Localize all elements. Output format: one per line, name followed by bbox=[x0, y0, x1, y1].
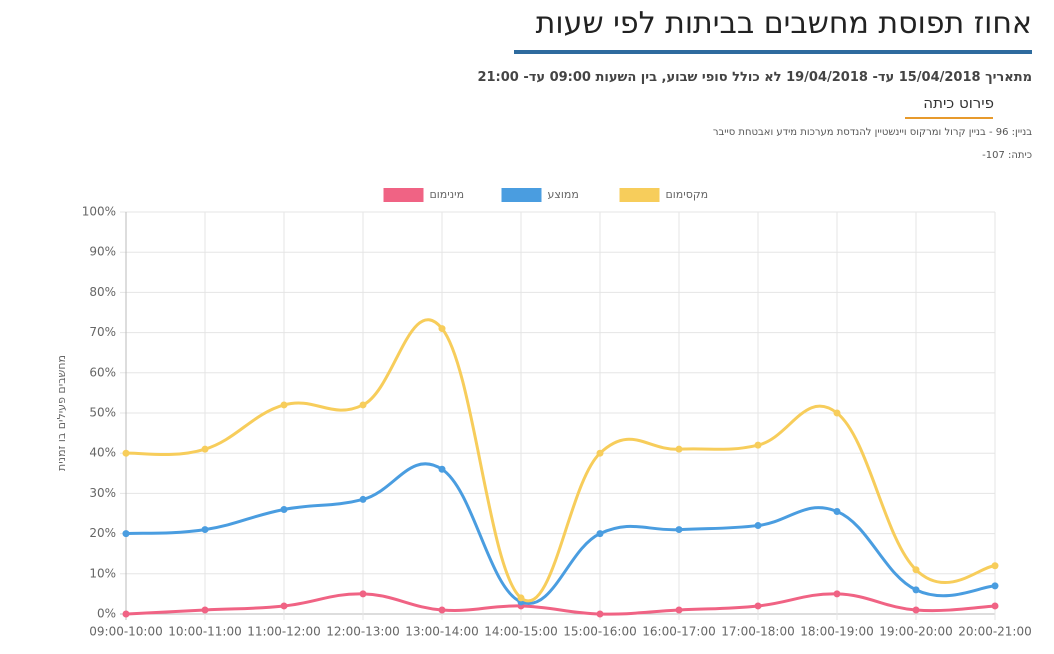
x-tick-label: 16:00-17:00 bbox=[642, 625, 716, 639]
data-point bbox=[991, 562, 999, 570]
data-point bbox=[675, 445, 683, 453]
data-point bbox=[122, 610, 130, 618]
x-tick-label: 10:00-11:00 bbox=[168, 625, 242, 639]
y-tick-label: 40% bbox=[89, 446, 116, 460]
section-title: פירוט כיתה bbox=[923, 94, 994, 112]
x-tick-label: 11:00-12:00 bbox=[247, 625, 321, 639]
x-tick-label: 19:00-20:00 bbox=[879, 625, 953, 639]
section-underline bbox=[905, 117, 993, 119]
series-line bbox=[125, 592, 996, 616]
data-point bbox=[754, 522, 762, 530]
data-point bbox=[991, 602, 999, 610]
classroom-info: כיתה: 107- bbox=[982, 150, 1032, 161]
y-tick-label: 20% bbox=[89, 526, 116, 540]
x-tick-label: 15:00-16:00 bbox=[563, 625, 637, 639]
y-tick-label: 80% bbox=[89, 285, 116, 299]
data-point bbox=[201, 526, 209, 534]
x-tick-label: 13:00-14:00 bbox=[405, 625, 479, 639]
data-point bbox=[596, 449, 604, 457]
data-point bbox=[833, 507, 841, 515]
data-point bbox=[912, 586, 920, 594]
legend-label: מקסימום bbox=[666, 188, 709, 201]
legend-swatch bbox=[619, 188, 660, 202]
y-tick-label: 50% bbox=[89, 406, 116, 420]
y-tick-label: 10% bbox=[89, 566, 116, 580]
x-tick-label: 18:00-19:00 bbox=[800, 625, 874, 639]
building-info: בניין: 96 - בניין קרול ומרקוס ויינשטיין … bbox=[712, 127, 1032, 138]
data-point bbox=[122, 530, 130, 538]
data-point bbox=[201, 606, 209, 614]
x-tick-label: 09:00-10:00 bbox=[89, 625, 163, 639]
y-tick-label: 0% bbox=[97, 607, 116, 621]
data-point bbox=[675, 526, 683, 534]
data-point bbox=[517, 594, 525, 602]
series-line bbox=[125, 318, 996, 603]
x-tick-label: 12:00-13:00 bbox=[326, 625, 400, 639]
data-point bbox=[833, 409, 841, 417]
data-point bbox=[359, 495, 367, 503]
x-tick-label: 20:00-21:00 bbox=[958, 625, 1032, 639]
data-point bbox=[912, 606, 920, 614]
y-tick-label: 70% bbox=[89, 325, 116, 339]
data-point bbox=[359, 401, 367, 409]
y-axis-label: מחשבים פעילים בו זמנית bbox=[55, 355, 68, 471]
data-point bbox=[280, 401, 288, 409]
data-point bbox=[122, 449, 130, 457]
data-point bbox=[991, 582, 999, 590]
date-range: מתאריך 15/04/2018 עד- 19/04/2018 לא כולל… bbox=[477, 70, 1032, 85]
page-title: אחוז תפוסת מחשבים בביתות לפי שעות bbox=[535, 6, 1032, 41]
data-point bbox=[438, 465, 446, 473]
data-point bbox=[596, 610, 604, 618]
data-point bbox=[280, 602, 288, 610]
data-point bbox=[438, 606, 446, 614]
data-point bbox=[754, 441, 762, 449]
title-underline bbox=[514, 50, 1032, 54]
legend-swatch bbox=[501, 188, 542, 202]
y-tick-label: 30% bbox=[89, 486, 116, 500]
x-tick-label: 17:00-18:00 bbox=[721, 625, 795, 639]
x-tick-label: 14:00-15:00 bbox=[484, 625, 558, 639]
legend-label: מינימום bbox=[430, 188, 465, 201]
y-tick-label: 100% bbox=[82, 205, 116, 219]
legend-label: ממוצע bbox=[548, 188, 579, 201]
data-point bbox=[201, 445, 209, 453]
data-point bbox=[280, 505, 288, 513]
data-point bbox=[912, 566, 920, 574]
y-tick-label: 90% bbox=[89, 245, 116, 259]
data-point bbox=[596, 530, 604, 538]
y-tick-label: 60% bbox=[89, 365, 116, 379]
data-point bbox=[438, 325, 446, 333]
legend-swatch bbox=[383, 188, 424, 202]
data-point bbox=[754, 602, 762, 610]
data-point bbox=[833, 590, 841, 598]
data-point bbox=[675, 606, 683, 614]
data-point bbox=[359, 590, 367, 598]
